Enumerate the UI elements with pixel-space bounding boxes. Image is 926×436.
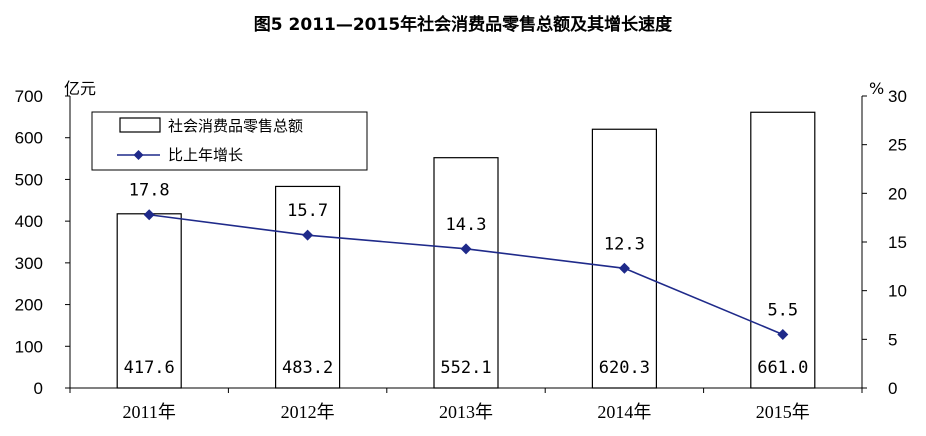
y-left-tick-label: 0	[34, 379, 43, 398]
y-right-unit: %	[869, 79, 884, 98]
y-right-tick-label: 0	[888, 379, 897, 398]
line-series	[143, 209, 789, 340]
x-tick-label: 2015年	[756, 402, 810, 422]
y-right-tick-label: 20	[888, 184, 907, 203]
growth-point	[777, 328, 789, 340]
y-left-unit: 亿元	[64, 79, 96, 98]
y-right-tick-label: 5	[888, 330, 897, 349]
bar	[433, 157, 499, 389]
growth-value-label: 17.8	[129, 181, 170, 201]
x-tick-label: 2013年	[439, 402, 493, 422]
legend-line-marker	[133, 150, 144, 160]
y-right-tick-label: 25	[888, 136, 907, 155]
x-tick-label: 2012年	[281, 402, 335, 422]
bar-series	[116, 111, 816, 389]
bar	[750, 111, 816, 389]
chart-title: 图5 2011—2015年社会消费品零售总额及其增长速度	[253, 15, 673, 35]
y-right-tick-label: 15	[888, 233, 907, 252]
growth-value-label: 14.3	[446, 215, 487, 235]
bar	[591, 128, 658, 389]
bar-value-label: 483.2	[282, 358, 333, 378]
data-labels: 417.6 483.2 552.1 620.3 661.0 17.8 15.7 14.3 12.…	[124, 181, 809, 378]
y-left-tick-label: 100	[15, 337, 43, 356]
y-left-tick-label: 400	[15, 212, 43, 231]
x-tick-label: 2014年	[597, 402, 651, 422]
y-right-tick-label: 30	[888, 87, 907, 106]
x-tick-label: 2011年	[123, 402, 176, 422]
growth-value-label: 15.7	[287, 201, 328, 221]
y-left-tick-label: 500	[15, 170, 43, 189]
y-left-tick-label: 300	[15, 254, 43, 273]
y-left-tick-label: 600	[15, 129, 43, 148]
y-right-tick-label: 10	[888, 282, 907, 301]
y-left-tick-label: 700	[15, 87, 43, 106]
bar-value-label: 661.0	[757, 358, 808, 378]
axes: 0 100 200 300 400 500 600 700 0 5 10 15 20 25 30 亿元 % 201…	[15, 79, 907, 422]
legend-bar-swatch	[119, 117, 161, 133]
bar-value-label: 417.6	[124, 358, 175, 378]
y-left-tick-label: 200	[15, 296, 43, 315]
legend-bar-label: 社会消费品零售总额	[168, 117, 303, 135]
legend-line-label: 比上年增长	[168, 146, 243, 164]
bar	[116, 213, 182, 389]
bar-value-label: 552.1	[440, 358, 491, 378]
growth-point	[143, 209, 155, 221]
growth-point	[618, 262, 630, 274]
bar-value-label: 620.3	[599, 358, 650, 378]
growth-value-label: 5.5	[767, 300, 798, 320]
growth-value-label: 12.3	[604, 234, 645, 254]
growth-point	[302, 229, 314, 241]
bar	[275, 185, 341, 389]
growth-point	[460, 243, 472, 255]
